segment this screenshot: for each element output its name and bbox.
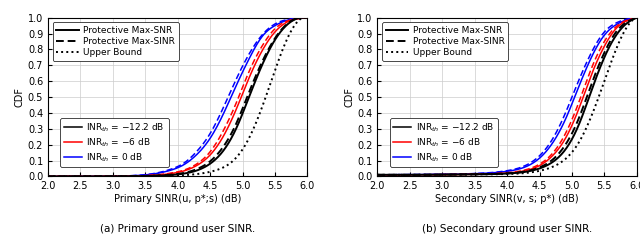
Legend: INR$_{th}$ = $-$12.2 dB, INR$_{th}$ = $-$6 dB, INR$_{th}$ = 0 dB: INR$_{th}$ = $-$12.2 dB, INR$_{th}$ = $-… <box>390 118 498 167</box>
Y-axis label: CDF: CDF <box>15 87 25 107</box>
X-axis label: Primary SINR(u, p*;s) (dB): Primary SINR(u, p*;s) (dB) <box>114 194 241 204</box>
Y-axis label: CDF: CDF <box>344 87 355 107</box>
Text: (b) Secondary ground user SINR.: (b) Secondary ground user SINR. <box>422 224 592 234</box>
Text: (a) Primary ground user SINR.: (a) Primary ground user SINR. <box>100 224 255 234</box>
Legend: INR$_{th}$ = $-$12.2 dB, INR$_{th}$ = $-$6 dB, INR$_{th}$ = 0 dB: INR$_{th}$ = $-$12.2 dB, INR$_{th}$ = $-… <box>60 118 168 167</box>
X-axis label: Secondary SINR(v, s; p*) (dB): Secondary SINR(v, s; p*) (dB) <box>435 194 579 204</box>
